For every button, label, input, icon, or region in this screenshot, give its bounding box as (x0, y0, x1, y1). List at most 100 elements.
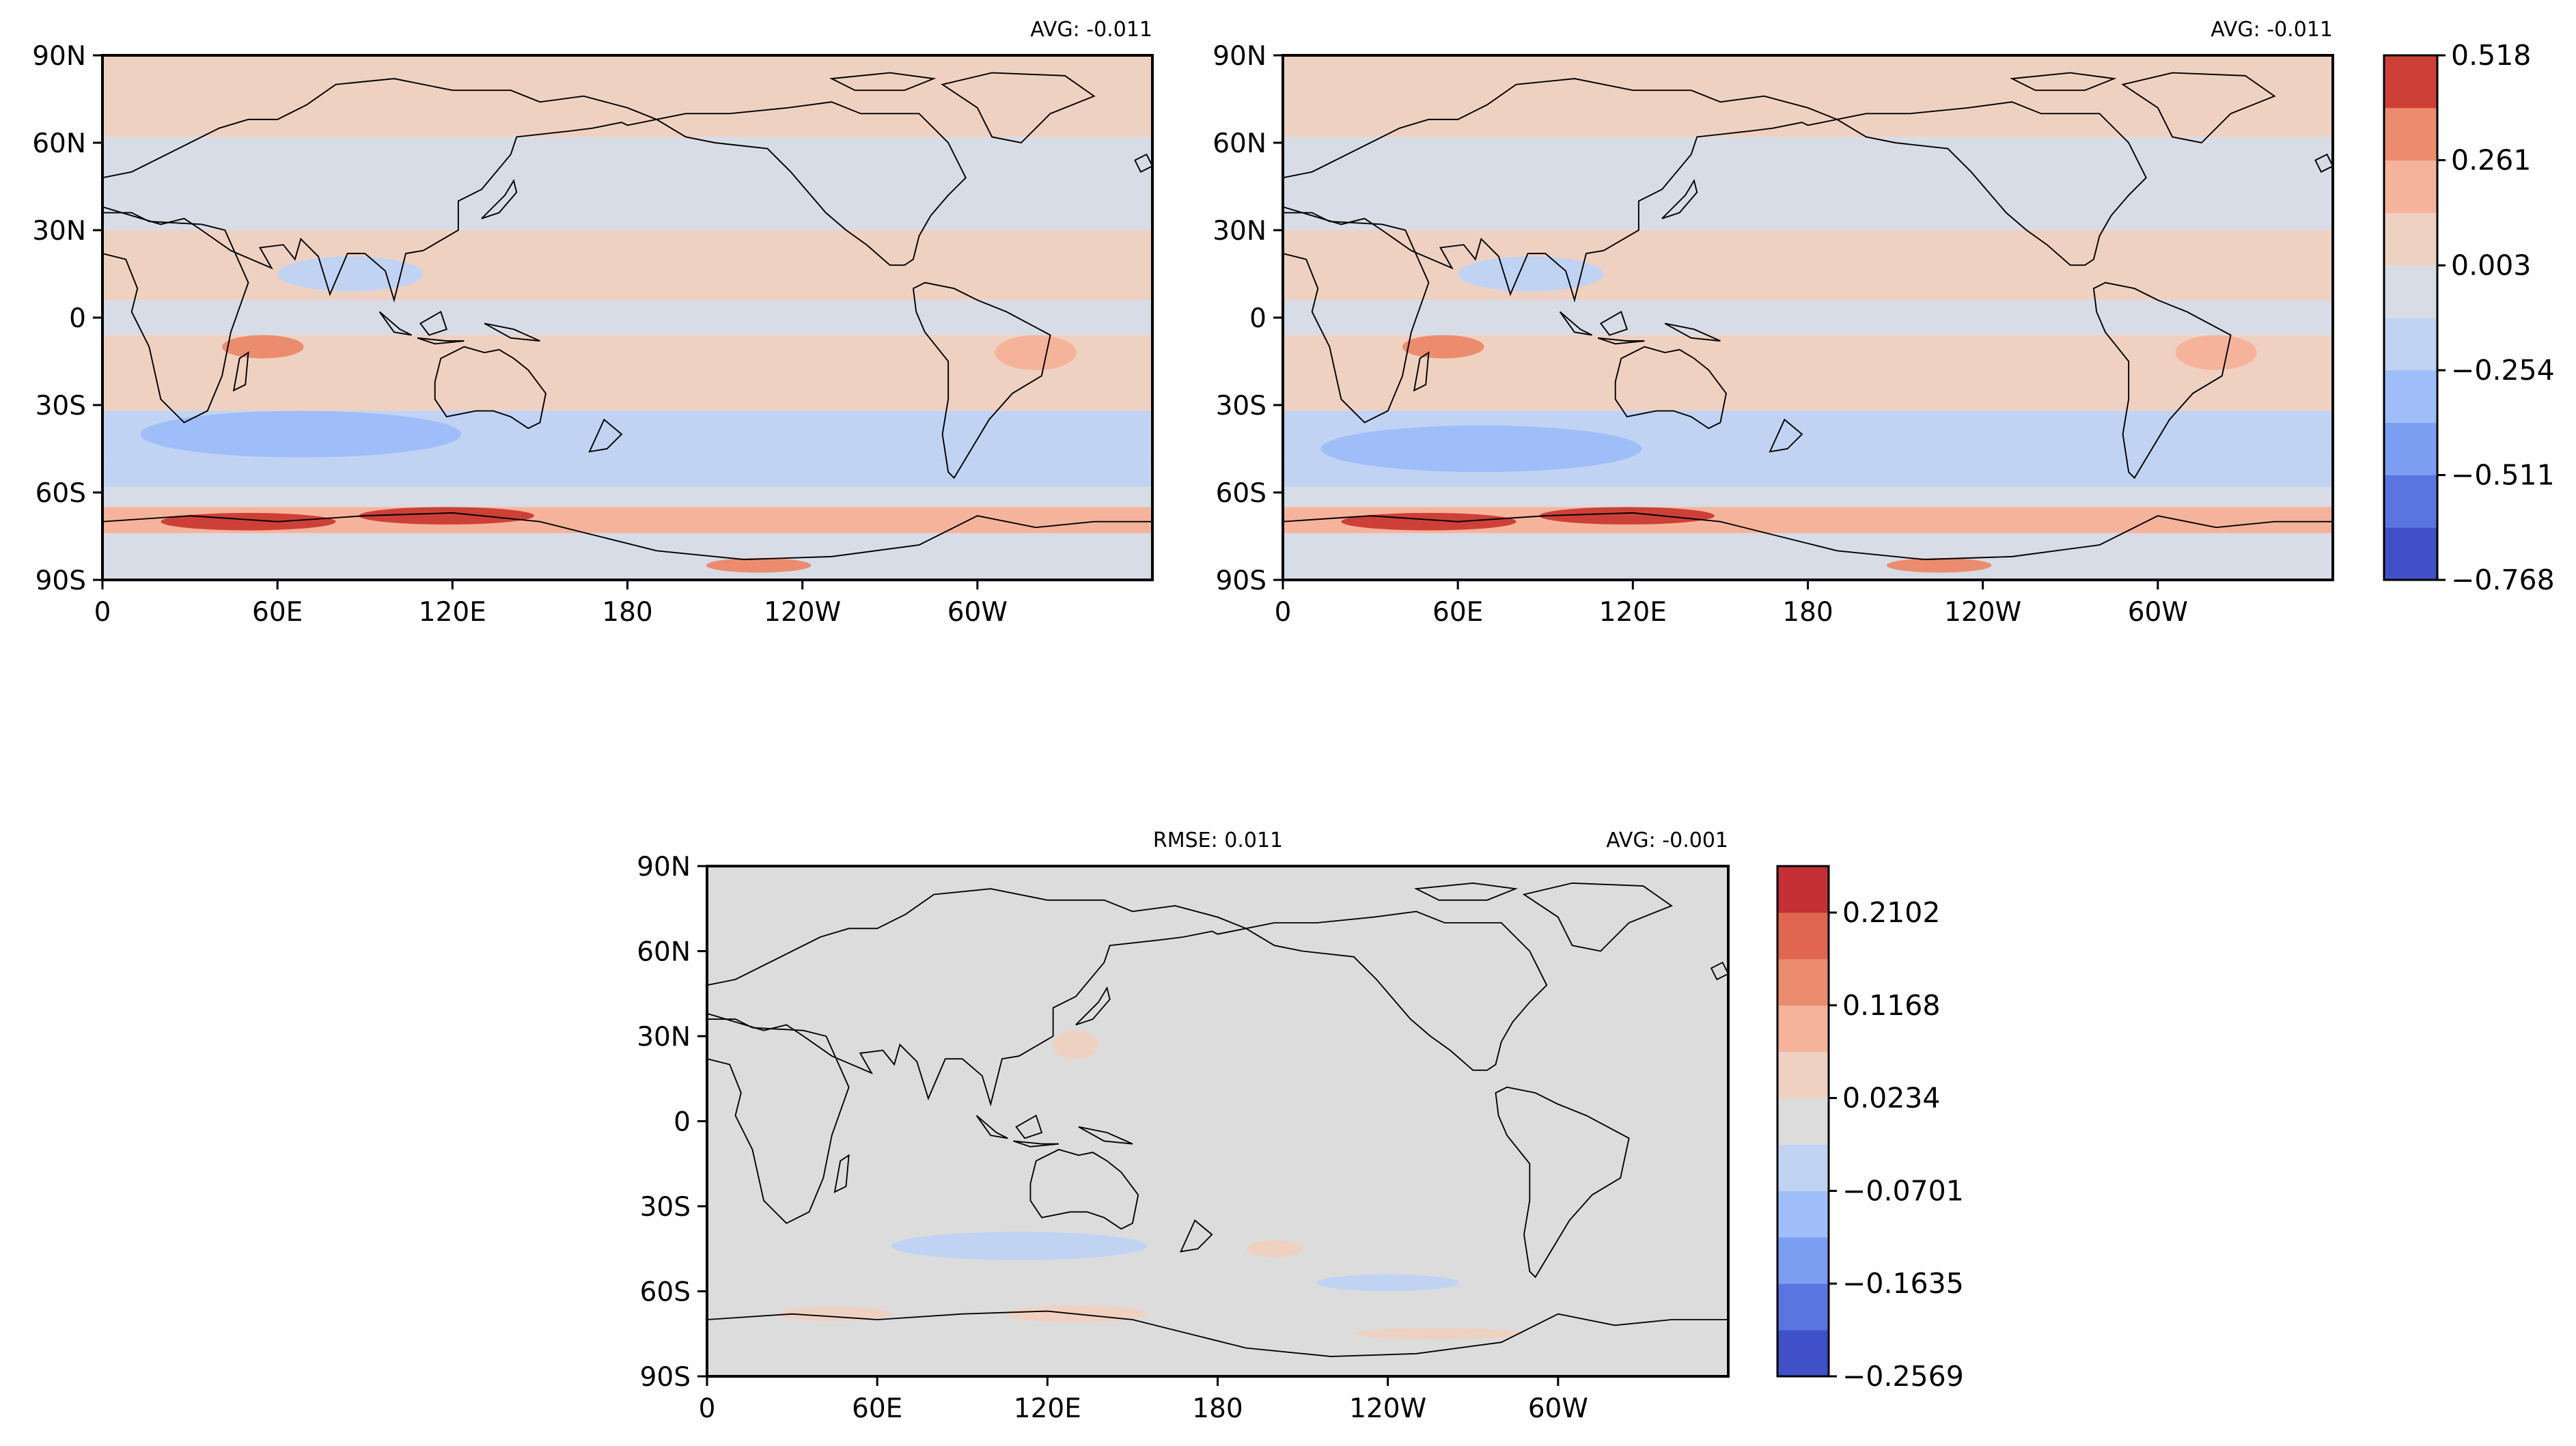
y-tick-label: 60N (1213, 128, 1266, 159)
anomaly-blob (1053, 1030, 1099, 1059)
colorbar-tick-label: 0.003 (2451, 249, 2531, 282)
anomaly-blob (995, 335, 1077, 370)
anomaly-blob (1402, 335, 1484, 359)
colorbar-frame (1776, 865, 1830, 1378)
zonal-band (1283, 300, 2333, 335)
y-tick-label: 60N (32, 128, 86, 159)
zonal-band (102, 230, 1152, 301)
anomaly-blob (1886, 558, 1992, 573)
anomaly-blob (277, 256, 424, 292)
panel-difference: 0 60E 120E 180 120W 60W 90N 60N 30N 0 30S 60S 90S RM… (637, 829, 1730, 1424)
y-tick-label: 30S (1216, 391, 1266, 421)
colorbar-swatch (1777, 1051, 1829, 1099)
x-tick-label: 60E (852, 1393, 902, 1424)
x-tick-label: 120E (1014, 1393, 1081, 1424)
y-tick-label: 0 (674, 1107, 691, 1138)
colorbar-tick-label: 0.2102 (1842, 896, 1940, 929)
field-layer (1283, 55, 2333, 580)
colorbar-top: 0.518 0.261 0.003 −0.254 −0.511 −0.768 (2383, 39, 2555, 596)
y-tick-label: 90N (1213, 41, 1266, 72)
x-tick-label: 120E (419, 597, 486, 628)
avg-label: AVG: -0.011 (2211, 18, 2333, 42)
y-tick-label: 30S (640, 1192, 691, 1223)
anomaly-blob (891, 1232, 1147, 1260)
y-tick-label: 30S (36, 391, 86, 421)
anomaly-blob (1316, 1274, 1459, 1292)
zonal-band (1283, 230, 2333, 301)
colorbar-tick-label: −0.2569 (1842, 1360, 1964, 1393)
colorbar-swatch (1777, 1283, 1829, 1331)
zonal-band (102, 533, 1152, 580)
x-tick-label: 180 (1192, 1393, 1243, 1424)
x-tick-label: 60E (1432, 597, 1483, 628)
colorbar-swatch (2384, 160, 2437, 213)
colorbar-swatch (2384, 55, 2437, 109)
colorbar-swatch (1777, 958, 1829, 1006)
x-tick-label: 60W (947, 597, 1008, 628)
zonal-band (1283, 55, 2333, 137)
zonal-band (102, 137, 1152, 230)
x-tick-label: 0 (1275, 597, 1292, 628)
x-tick-label: 180 (602, 597, 652, 628)
colorbar-tick-label: −0.254 (2451, 354, 2555, 387)
y-tick-label: 60N (637, 937, 691, 968)
colorbar-swatch (1777, 1098, 1829, 1145)
x-tick-label: 120W (1944, 597, 2021, 628)
colorbar-tick-label: −0.511 (2451, 459, 2555, 492)
x-tick-label: 120W (764, 597, 841, 628)
y-tick-label: 60S (36, 478, 86, 509)
y-tick-label: 90S (1216, 566, 1266, 596)
x-tick-label: 0 (699, 1393, 716, 1424)
zonal-band (102, 300, 1152, 335)
y-tick-label: 30N (32, 216, 86, 247)
colorbar-tick-label: −0.1635 (1842, 1267, 1964, 1300)
colorbar-swatch (1777, 912, 1829, 960)
zonal-band (1283, 137, 2333, 230)
anomaly-blob (359, 507, 534, 525)
colorbar-swatch (1777, 1237, 1829, 1284)
colorbar-swatch (1777, 866, 1829, 913)
anomaly-blob (140, 411, 462, 458)
avg-label: AVG: -0.001 (1606, 829, 1728, 852)
anomaly-blob (1353, 1328, 1524, 1340)
x-tick-label: 60W (2128, 597, 2188, 628)
colorbar-swatch (2384, 265, 2437, 318)
y-tick-label: 30N (1213, 216, 1266, 247)
y-tick-label: 30N (637, 1022, 691, 1053)
y-tick-label: 90S (36, 566, 86, 596)
x-tick-label: 120E (1599, 597, 1667, 628)
panel-top-left: 0 60E 120E 180 120W 60W 90N 60N 30N 0 30S 60S 90S AV… (32, 18, 1154, 628)
y-tick-label: 60S (1216, 478, 1266, 509)
colorbar-tick-label: 0.261 (2451, 143, 2531, 176)
colorbar-swatch (1777, 1144, 1829, 1191)
y-tick-label: 0 (1249, 303, 1266, 334)
colorbar-swatch (2384, 107, 2437, 161)
anomaly-blob (222, 335, 304, 359)
colorbar-tick-label: −0.0701 (1842, 1174, 1964, 1207)
y-tick-label: 90N (32, 41, 86, 72)
colorbar-tick-label: −0.768 (2451, 564, 2555, 596)
axes: 0 60E 120E 180 120W 60W 90N 60N 30N 0 30S 60S 90S (1213, 41, 2188, 628)
zonal-band (102, 457, 1152, 487)
colorbar-swatch (1777, 1005, 1829, 1053)
x-tick-label: 0 (94, 597, 111, 628)
anomaly-blob (2175, 335, 2257, 370)
rmse-label: RMSE: 0.011 (1153, 829, 1283, 852)
field-layer (102, 55, 1152, 580)
colorbar-swatch (2384, 527, 2437, 581)
colorbar-frame (2383, 54, 2439, 581)
axes: 0 60E 120E 180 120W 60W 90N 60N 30N 0 30S 60S 90S (32, 41, 1008, 628)
colorbar-swatch (2384, 422, 2437, 475)
zonal-band (102, 486, 1152, 508)
colorbar-swatch (1777, 1330, 1829, 1377)
anomaly-blob (1246, 1240, 1303, 1257)
y-tick-label: 0 (69, 303, 86, 334)
y-tick-label: 60S (640, 1277, 691, 1308)
zonal-band (707, 866, 1728, 1376)
axes: 0 60E 120E 180 120W 60W 90N 60N 30N 0 30S 60S 90S (637, 852, 1588, 1424)
avg-label: AVG: -0.011 (1030, 18, 1152, 42)
anomaly-blob (1539, 507, 1715, 525)
x-tick-label: 120W (1349, 1393, 1426, 1424)
x-tick-label: 180 (1782, 597, 1833, 628)
colorbar-swatch (1777, 1191, 1829, 1238)
